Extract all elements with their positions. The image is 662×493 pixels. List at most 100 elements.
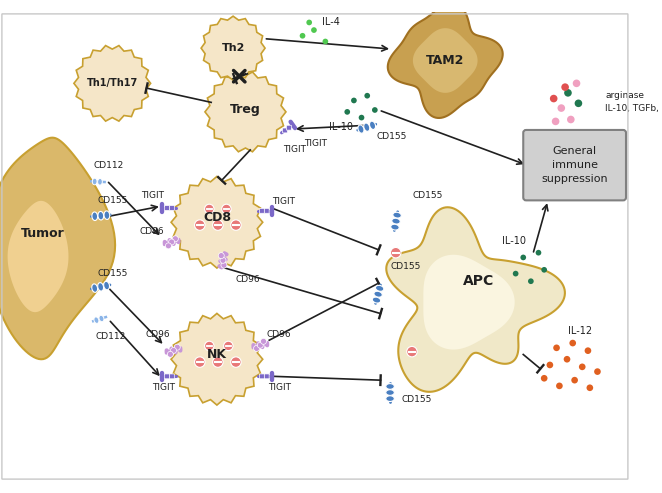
Ellipse shape [104, 282, 109, 290]
Circle shape [561, 83, 569, 91]
Circle shape [254, 346, 260, 352]
Text: Tumor: Tumor [21, 227, 65, 240]
Circle shape [224, 341, 233, 351]
Ellipse shape [393, 212, 401, 218]
Text: IL-10: IL-10 [328, 122, 353, 132]
FancyBboxPatch shape [165, 374, 169, 379]
Text: TAM2: TAM2 [426, 54, 465, 67]
Text: CD112: CD112 [95, 332, 126, 341]
Circle shape [172, 236, 178, 242]
Ellipse shape [392, 218, 401, 224]
Circle shape [573, 79, 581, 87]
Polygon shape [0, 138, 115, 359]
FancyBboxPatch shape [283, 128, 287, 133]
Circle shape [528, 279, 534, 284]
Circle shape [174, 344, 180, 350]
Circle shape [542, 267, 547, 273]
Ellipse shape [358, 125, 364, 133]
Polygon shape [423, 255, 514, 350]
Text: IL-12: IL-12 [568, 326, 592, 336]
Text: CD155: CD155 [97, 196, 128, 205]
Text: CD155: CD155 [377, 132, 407, 141]
Circle shape [260, 338, 267, 344]
Text: CD96: CD96 [140, 227, 165, 236]
Circle shape [359, 115, 364, 120]
Ellipse shape [92, 284, 97, 292]
Circle shape [230, 220, 241, 230]
Circle shape [557, 105, 565, 112]
Ellipse shape [375, 285, 384, 291]
Circle shape [553, 345, 560, 351]
Circle shape [205, 341, 214, 351]
Circle shape [258, 342, 263, 348]
FancyBboxPatch shape [264, 374, 269, 379]
Circle shape [230, 357, 241, 367]
Circle shape [344, 109, 350, 115]
Circle shape [300, 33, 305, 38]
Ellipse shape [97, 178, 103, 185]
FancyBboxPatch shape [260, 374, 264, 379]
Circle shape [307, 20, 312, 25]
Text: immune: immune [551, 160, 598, 170]
FancyBboxPatch shape [287, 125, 291, 130]
Circle shape [322, 38, 328, 44]
FancyBboxPatch shape [169, 206, 174, 211]
Circle shape [571, 377, 578, 384]
Ellipse shape [386, 384, 395, 389]
Circle shape [406, 347, 417, 357]
Text: CD155: CD155 [390, 261, 420, 271]
Polygon shape [8, 201, 68, 312]
Circle shape [569, 340, 576, 347]
Text: CD96: CD96 [266, 330, 291, 339]
Circle shape [351, 98, 357, 104]
Polygon shape [205, 72, 286, 152]
Text: General: General [553, 146, 596, 156]
Circle shape [171, 348, 177, 353]
Text: CD155: CD155 [97, 269, 128, 278]
Circle shape [564, 89, 572, 97]
Text: TIGIT: TIGIT [268, 383, 291, 392]
Text: CD96: CD96 [146, 330, 170, 339]
Text: APC: APC [463, 274, 494, 288]
Ellipse shape [363, 123, 370, 131]
Circle shape [585, 348, 591, 354]
Circle shape [169, 239, 175, 245]
Ellipse shape [391, 224, 399, 230]
Circle shape [550, 95, 557, 103]
Ellipse shape [98, 211, 104, 220]
Text: CD112: CD112 [93, 161, 124, 170]
Circle shape [167, 352, 173, 357]
Text: Treg: Treg [230, 103, 261, 115]
Text: suppression: suppression [542, 175, 608, 184]
Circle shape [513, 271, 518, 277]
Text: CD8: CD8 [203, 211, 231, 224]
Text: CD96: CD96 [235, 275, 260, 284]
Circle shape [587, 385, 593, 391]
Circle shape [552, 118, 559, 125]
Circle shape [541, 375, 547, 382]
Circle shape [205, 204, 214, 213]
Circle shape [594, 368, 601, 375]
Text: Th2: Th2 [221, 43, 245, 53]
Ellipse shape [98, 282, 103, 291]
Ellipse shape [386, 396, 395, 401]
Text: CD155: CD155 [402, 395, 432, 404]
Circle shape [166, 243, 171, 249]
Ellipse shape [99, 315, 104, 322]
Ellipse shape [369, 121, 375, 130]
Polygon shape [171, 314, 263, 405]
Circle shape [547, 361, 553, 368]
FancyBboxPatch shape [523, 130, 626, 200]
Text: Th1/Th17: Th1/Th17 [87, 78, 138, 88]
Text: CD155: CD155 [413, 191, 444, 200]
Text: NK: NK [207, 348, 227, 361]
Circle shape [575, 100, 583, 107]
Polygon shape [74, 45, 151, 121]
Circle shape [221, 262, 227, 268]
Ellipse shape [92, 212, 97, 220]
Circle shape [222, 204, 231, 213]
FancyBboxPatch shape [165, 206, 169, 211]
Text: IL-10: IL-10 [502, 236, 526, 246]
FancyBboxPatch shape [264, 209, 269, 213]
Text: TIGIT: TIGIT [272, 197, 295, 206]
